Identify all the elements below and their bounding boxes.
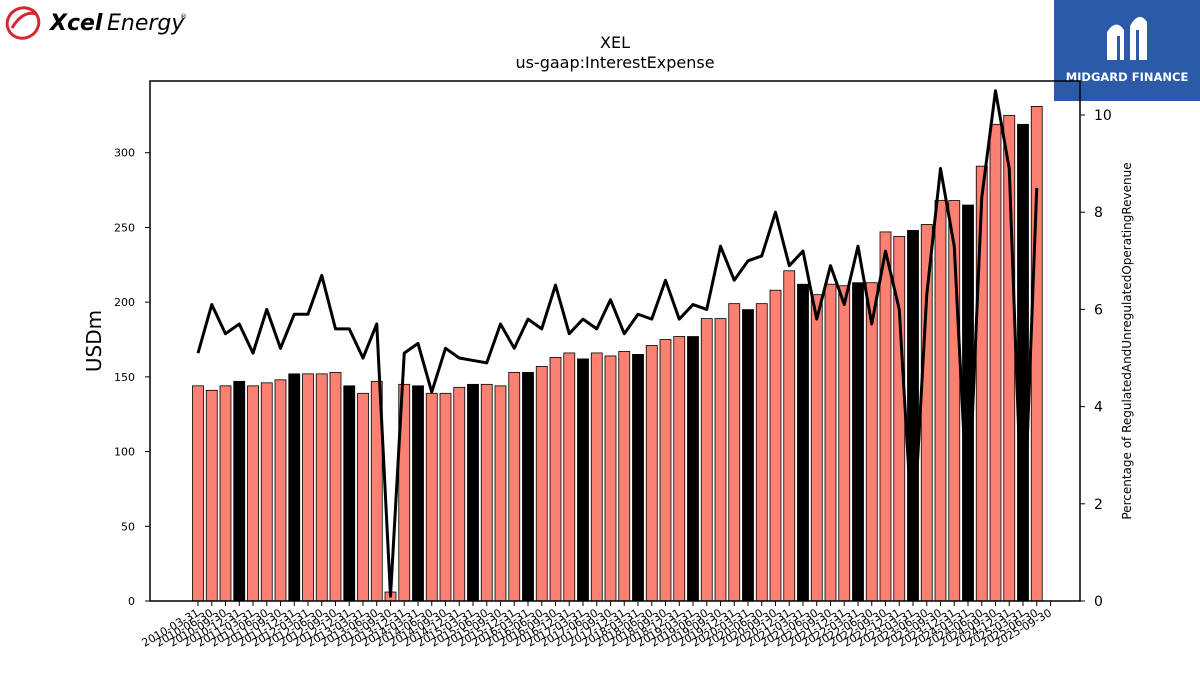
midgard-finance-logo: MIDGARD FINANCE (1054, 0, 1200, 101)
bar-2020-06-30 (755, 303, 768, 602)
bar-2020-03-31 (742, 309, 754, 602)
bar-2011-03-31 (247, 385, 259, 602)
midgard-finance-logo-mark: MIDGARD FINANCE (1066, 16, 1189, 84)
y2-axis-label: Percentage of RegulatedAndUnregulatedOpe… (1120, 162, 1134, 519)
bar-2024-09-30 (989, 123, 1002, 602)
bar-2010-09-30 (219, 385, 232, 602)
bar-2023-09-30 (934, 200, 947, 602)
bar-2015-03-31 (467, 383, 479, 602)
bar-2012-03-31 (302, 373, 314, 602)
y-tick-label: 200 (114, 296, 135, 309)
bar-2012-06-30 (315, 373, 328, 602)
bar-2014-06-30 (425, 392, 438, 602)
bar-2015-06-30 (480, 383, 493, 602)
bar-2014-09-30 (439, 392, 452, 602)
bar-series (192, 106, 1043, 602)
ratio-line (196, 89, 1039, 598)
bar-2019-03-31 (687, 336, 699, 602)
bar-2021-06-30 (810, 294, 823, 602)
bar-2023-06-30 (920, 224, 933, 602)
y-tick-label: 0 (128, 595, 135, 608)
bar-2017-09-30 (604, 355, 617, 602)
y-axis-label: USDm (82, 310, 106, 372)
bar-2014-12-31 (453, 386, 466, 602)
bar-2018-06-30 (645, 345, 658, 602)
bar-2020-09-30 (769, 289, 782, 602)
y-tick-label: 300 (114, 147, 135, 160)
bar-2011-12-31 (288, 373, 301, 602)
bar-2023-03-31 (907, 230, 919, 602)
right-y-axis: 0 2 4 6 8 10 (1080, 108, 1112, 610)
bar-2022-09-30 (879, 231, 892, 602)
bar-2015-12-31 (508, 371, 521, 602)
bar-2013-03-31 (357, 392, 369, 602)
bar-2010-06-30 (205, 389, 218, 602)
bar-2018-03-31 (632, 354, 644, 602)
bar-2021-09-30 (824, 283, 837, 602)
xcel-energy-logo: Xcel Energy ® (4, 2, 204, 44)
bar-2025-06-30 (1030, 106, 1043, 602)
bar-2017-12-31 (618, 351, 631, 602)
bar-2011-06-30 (260, 382, 273, 602)
y-tick-label: 100 (114, 446, 135, 459)
bar-2016-12-31 (563, 352, 576, 602)
bar-2021-12-31 (838, 285, 851, 602)
y2-tick-label: 4 (1094, 400, 1103, 416)
bar-2014-03-31 (412, 385, 424, 602)
y-tick-label: 150 (114, 371, 135, 384)
y2-tick-label: 10 (1094, 108, 1112, 124)
logo-right-text: MIDGARD FINANCE (1066, 70, 1189, 84)
bar-2016-09-30 (549, 357, 562, 602)
logo-left-regular: Energy (107, 11, 185, 36)
y-tick-label: 250 (114, 221, 135, 234)
bar-2021-03-31 (797, 283, 809, 602)
logo-left-mark: ® (180, 13, 187, 21)
bar-2019-06-30 (700, 318, 713, 602)
bar-2019-09-30 (714, 318, 727, 602)
y-tick-label: 50 (121, 520, 135, 533)
left-y-axis: 0 50 100 150 200 250 300 (114, 147, 150, 608)
bar-2017-06-30 (590, 352, 603, 602)
bar-2022-06-30 (865, 282, 878, 602)
chart-subtitle: us-gaap:InterestExpense (515, 53, 714, 72)
bar-2018-09-30 (659, 339, 672, 602)
y2-tick-label: 8 (1094, 205, 1103, 221)
bar-2019-12-31 (728, 303, 741, 602)
bar-2020-12-31 (783, 270, 796, 602)
x-axis: 2010-03-312010-06-302010-09-302010-12-31… (140, 601, 1054, 650)
bar-2011-09-30 (274, 379, 287, 602)
y2-tick-label: 2 (1094, 497, 1103, 513)
chart-title: XEL (600, 33, 630, 52)
plot-frame (149, 80, 1081, 602)
bar-2012-09-30 (329, 371, 342, 602)
bar-2022-03-31 (852, 282, 864, 602)
bar-2012-12-31 (343, 385, 356, 602)
logo-left-bold: Xcel (48, 11, 103, 36)
y2-tick-label: 6 (1094, 302, 1103, 318)
bar-2010-03-31 (192, 385, 204, 602)
bar-2018-12-31 (673, 336, 686, 602)
bar-2016-03-31 (522, 371, 534, 602)
xcel-energy-logo-mark: Xcel Energy ® (5, 6, 187, 40)
bar-2016-06-30 (535, 365, 548, 602)
bar-2015-09-30 (494, 385, 507, 602)
bar-2010-12-31 (233, 380, 246, 602)
bar-2017-03-31 (577, 358, 589, 602)
y2-tick-label: 0 (1094, 594, 1103, 610)
